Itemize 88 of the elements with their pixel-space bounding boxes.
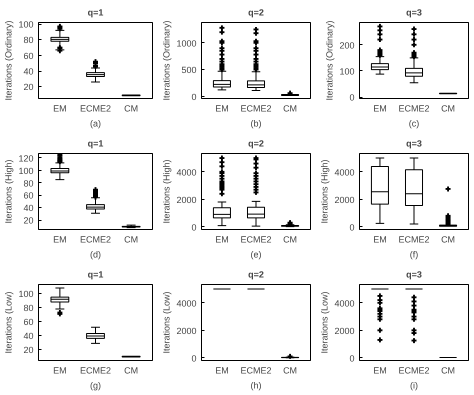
x-tick-label: CM (124, 366, 138, 376)
x-tick-label: CM (441, 366, 456, 376)
chart-title: q=3 (406, 8, 422, 18)
x-tick-label: ECME2 (398, 234, 430, 244)
x-axis-title: (d) (90, 250, 102, 260)
x-tick-label: CM (124, 234, 138, 244)
y-tick-label: 4000 (334, 167, 355, 178)
x-axis-title: (b) (250, 118, 262, 128)
x-tick-label: CM (283, 234, 298, 244)
y-tick-label: 80 (23, 178, 34, 188)
x-tick-label: EM (53, 104, 67, 114)
y-tick-label: 2000 (334, 326, 355, 336)
y-tick-label: 1000 (176, 38, 197, 48)
chart-title: q=2 (248, 8, 264, 18)
y-axis-title: Iterations (High) (319, 159, 330, 224)
y-tick-label: 60 (23, 317, 34, 328)
x-tick-label: EM (373, 366, 387, 376)
y-tick-label: 0 (191, 92, 197, 102)
x-axis-title: (c) (408, 118, 420, 128)
y-tick-label: 40 (23, 203, 34, 214)
y-tick-label: 100 (18, 289, 34, 300)
y-tick-label: 20 (23, 345, 34, 356)
x-tick-label: CM (441, 234, 456, 244)
y-tick-label: 2000 (176, 194, 197, 205)
chart-title: q=2 (248, 270, 264, 280)
y-tick-label: 0 (349, 92, 355, 103)
y-axis-title: Iterations (Ordinary) (324, 20, 334, 101)
chart-title: q=1 (88, 8, 104, 18)
x-tick-label: ECME2 (80, 104, 112, 114)
y-axis-title: Iterations (Low) (3, 291, 14, 354)
y-axis-title: Iterations (Low) (319, 291, 330, 354)
x-axis-title: (g) (90, 380, 102, 390)
y-tick-label: 0 (349, 222, 355, 232)
x-tick-label: EM (373, 234, 387, 244)
chart-title: q=3 (406, 270, 422, 280)
x-tick-label: EM (53, 366, 67, 376)
x-tick-label: ECME2 (240, 366, 272, 376)
x-axis-title: (h) (250, 380, 262, 390)
y-axis-title: Iterations (Ordinary) (3, 20, 14, 101)
y-axis-title: Iterations (High) (161, 159, 172, 224)
y-axis-title: Iterations (High) (3, 159, 14, 224)
y-tick-label: 60 (23, 50, 34, 61)
x-tick-label: ECME2 (398, 366, 430, 376)
y-tick-label: 2000 (334, 194, 355, 205)
y-tick-label: 4000 (176, 167, 197, 178)
x-tick-label: EM (373, 104, 387, 114)
y-tick-label: 0 (191, 353, 197, 364)
x-axis-title: (e) (250, 250, 262, 260)
y-tick-label: 500 (181, 65, 197, 76)
x-axis-title: (a) (90, 118, 102, 128)
y-tick-label: 20 (23, 216, 34, 226)
y-tick-label: 200 (339, 40, 355, 50)
x-tick-label: ECME2 (240, 234, 272, 244)
chart-title: q=1 (88, 138, 104, 148)
y-tick-label: 4000 (176, 298, 197, 308)
y-axis-title: Iterations (Low) (161, 291, 172, 354)
y-tick-label: 120 (18, 153, 34, 164)
y-tick-label: 4000 (334, 298, 355, 308)
y-tick-label: 40 (23, 66, 34, 77)
x-tick-label: EM (215, 104, 229, 114)
x-axis-title: (f) (410, 250, 418, 260)
x-tick-label: EM (215, 234, 229, 244)
y-tick-label: 100 (18, 166, 34, 176)
x-tick-label: CM (124, 104, 138, 114)
y-tick-label: 100 (339, 66, 355, 76)
x-tick-label: CM (283, 104, 298, 114)
x-tick-label: CM (283, 366, 298, 376)
y-tick-label: 80 (23, 35, 34, 46)
chart-title: q=2 (248, 138, 264, 148)
x-tick-label: ECME2 (80, 366, 112, 376)
x-tick-label: CM (441, 104, 456, 114)
y-tick-label: 2000 (176, 326, 197, 336)
chart-title: q=1 (88, 270, 104, 280)
y-tick-label: 100 (18, 20, 34, 30)
y-axis-title: Iterations (Ordinary) (161, 20, 172, 101)
x-tick-label: ECME2 (398, 104, 430, 114)
y-tick-label: 40 (23, 331, 34, 342)
y-tick-label: 0 (349, 353, 355, 364)
y-tick-label: 20 (23, 82, 34, 92)
y-tick-label: 80 (23, 303, 34, 314)
x-axis-title: (i) (410, 380, 418, 390)
y-tick-label: 0 (191, 222, 197, 232)
x-tick-label: ECME2 (80, 234, 112, 244)
x-tick-label: ECME2 (240, 104, 272, 114)
x-tick-label: EM (53, 234, 67, 244)
y-tick-label: 60 (23, 190, 34, 201)
chart-title: q=3 (406, 138, 422, 148)
x-tick-label: EM (215, 366, 229, 376)
